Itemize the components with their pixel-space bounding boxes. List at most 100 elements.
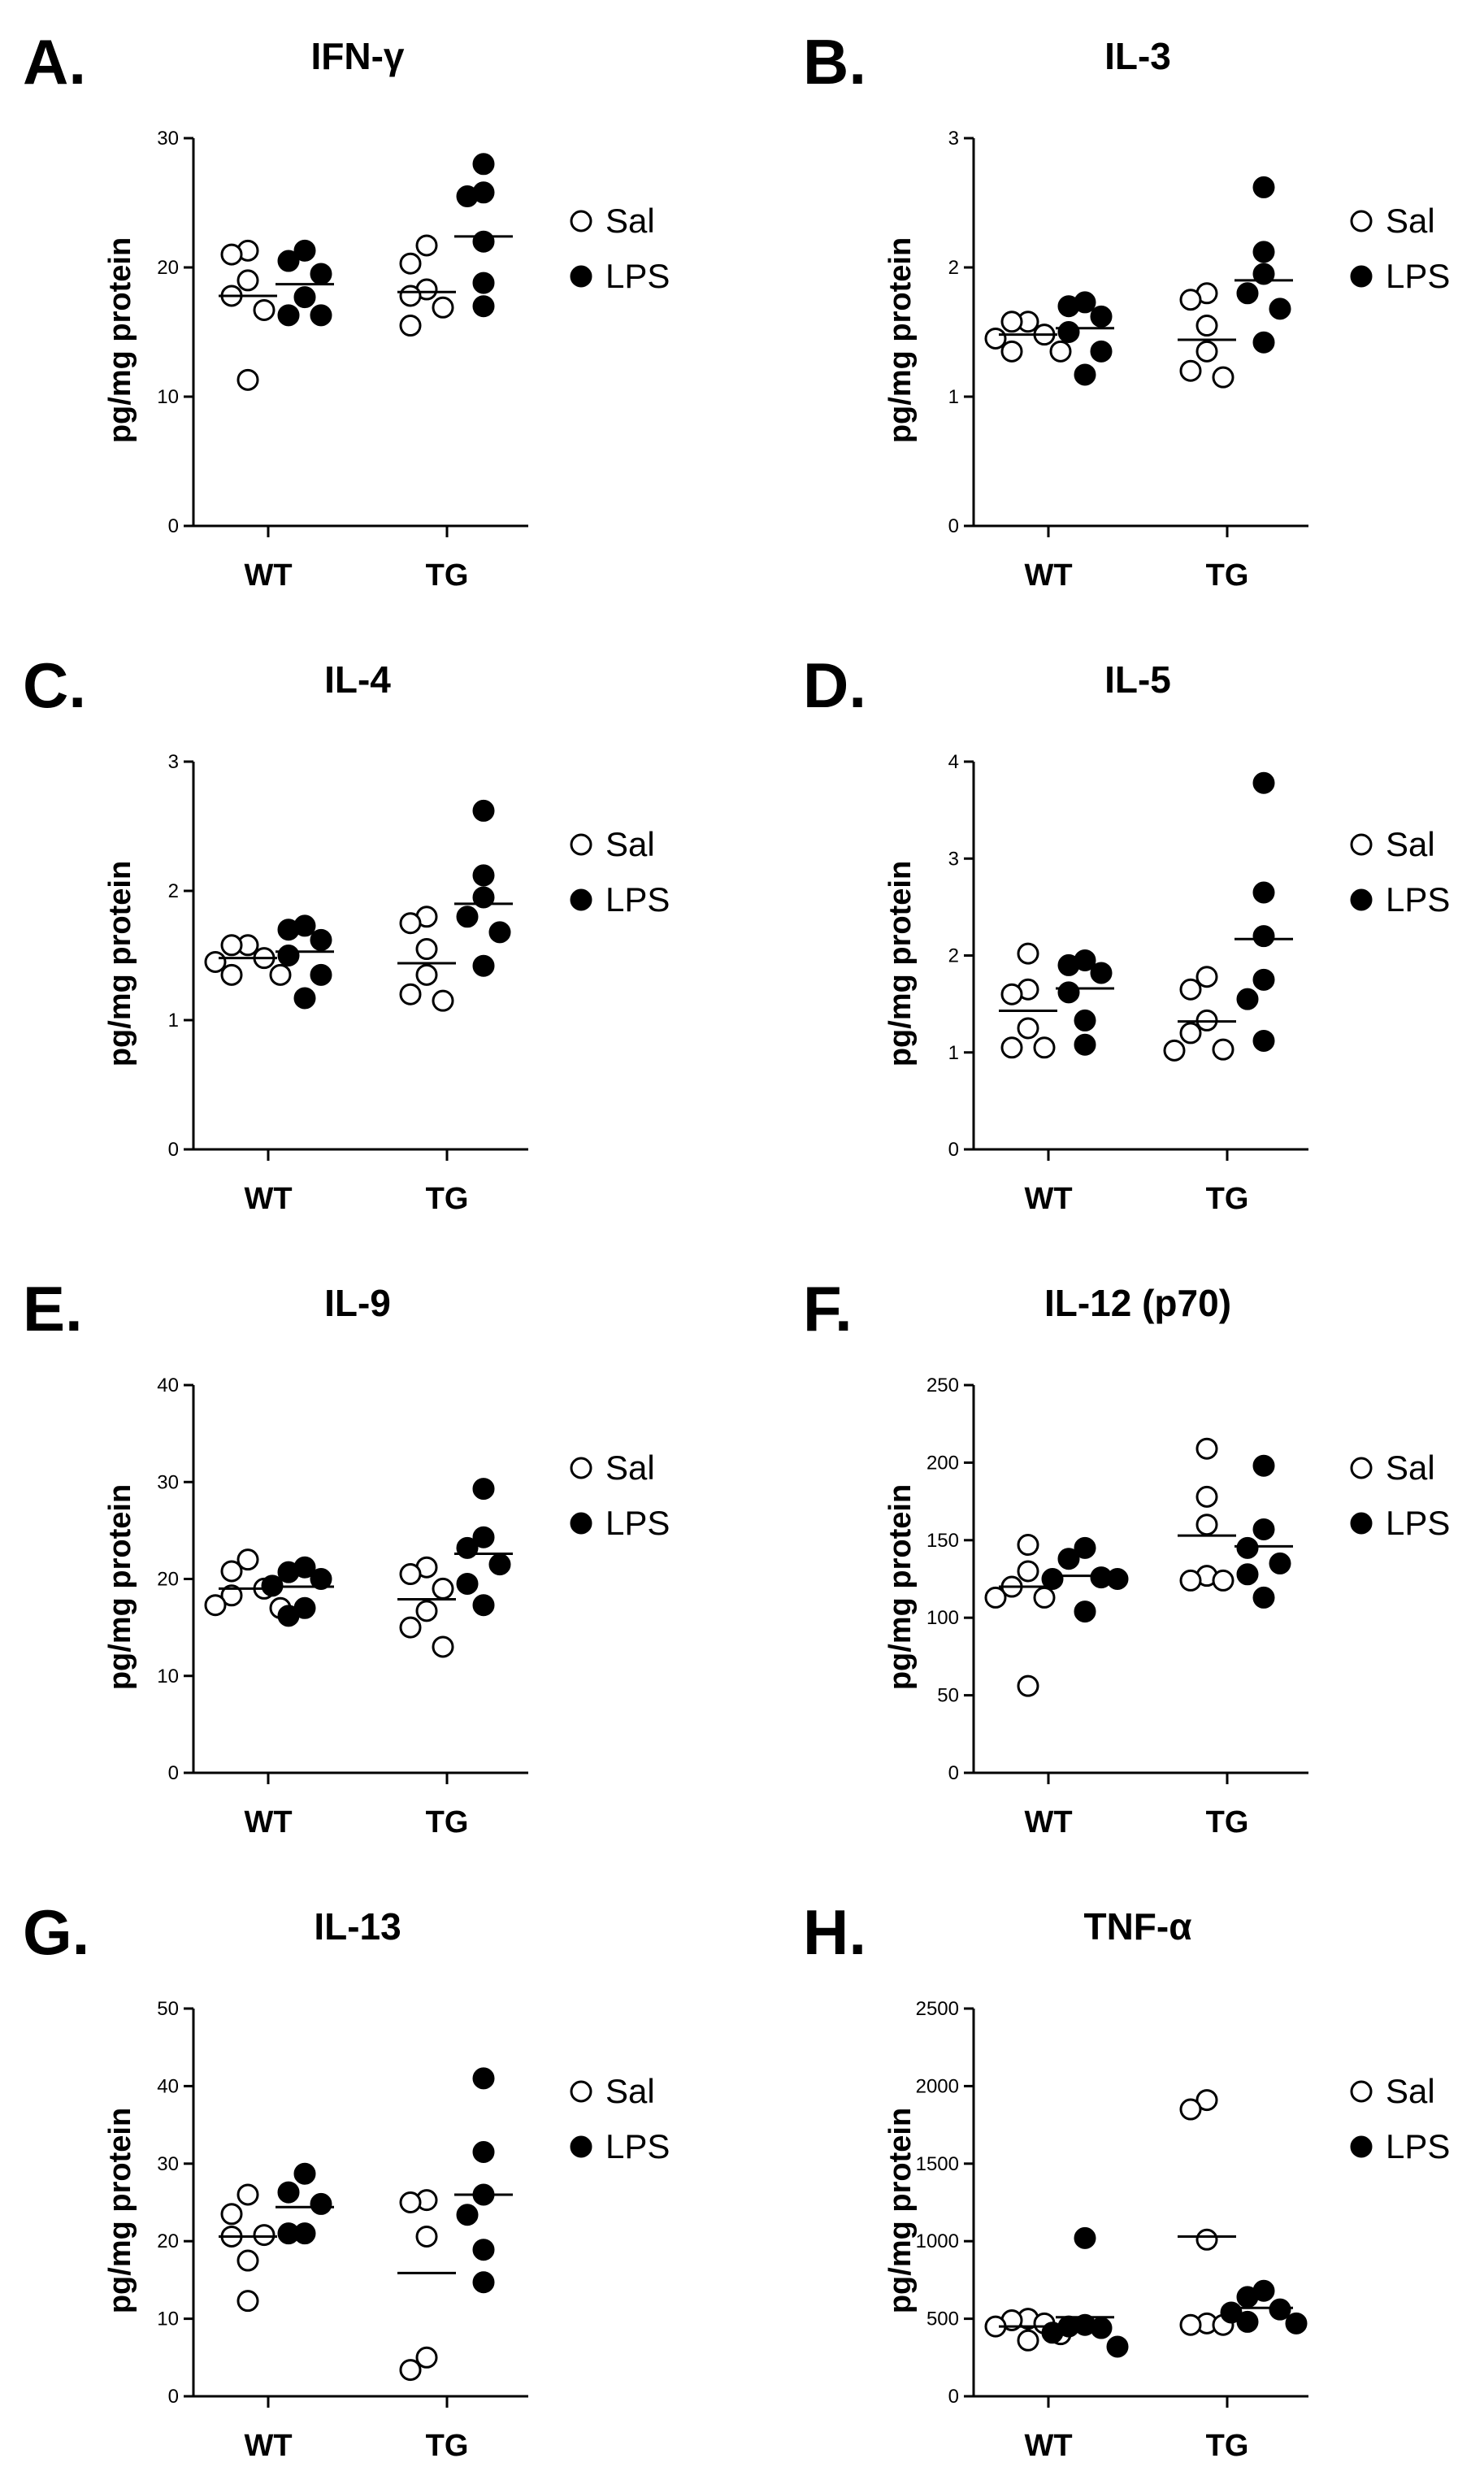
panel-a: A. IFN-γ 0 10 20 30 WT TG pg/mg protein Sal LPS (23, 26, 670, 593)
sal-point (1195, 1514, 1218, 1536)
lps-point (1252, 1518, 1275, 1540)
sal-point (432, 1635, 454, 1658)
lps-point (472, 230, 495, 253)
sal-point (1195, 2228, 1218, 2251)
sal-point (984, 1586, 1007, 1609)
panel-title: IL-13 (314, 1905, 401, 1948)
sal-point (1000, 340, 1023, 363)
legend-lps-label: LPS (1386, 1504, 1450, 1542)
sal-point (1017, 1674, 1039, 1697)
lps-point (1252, 1454, 1275, 1477)
legend-sal-marker (1350, 2080, 1373, 2103)
y-tick-label: 30 (157, 1471, 179, 1493)
y-tick-label: 100 (926, 1607, 959, 1629)
y-tick-label: 0 (168, 515, 179, 537)
lps-point (1074, 1009, 1096, 1032)
legend-sal-label: Sal (605, 825, 655, 863)
sal-point (432, 1577, 454, 1600)
sal-point (236, 368, 259, 391)
lps-point (1252, 263, 1275, 285)
legend-lps-marker (570, 2135, 592, 2158)
lps-point (456, 1572, 479, 1595)
lps-point (1252, 968, 1275, 991)
y-tick-label: 2500 (916, 1998, 959, 2020)
x-tick-label: TG (1206, 1805, 1249, 1839)
sal-point (1017, 1560, 1039, 1583)
y-axis-label: pg/mg protein (883, 237, 918, 443)
sal-point (220, 1584, 243, 1607)
lps-point (277, 250, 300, 272)
legend-sal-label: Sal (605, 1448, 655, 1487)
sal-point (1212, 366, 1234, 389)
lps-point (1090, 2317, 1113, 2339)
lps-point (1074, 1033, 1096, 1056)
y-tick-label: 20 (157, 257, 179, 279)
y-tick-label: 2000 (916, 2075, 959, 2097)
lps-point (472, 1594, 495, 1617)
lps-point (1057, 953, 1080, 976)
sal-point (220, 1560, 243, 1583)
y-tick-label: 50 (937, 1685, 959, 1707)
sal-point (236, 2290, 259, 2313)
lps-point (1252, 1586, 1275, 1609)
sal-point (1179, 2313, 1202, 2336)
sal-point (415, 963, 438, 986)
lps-point (277, 2181, 300, 2204)
x-tick-label: TG (426, 558, 469, 593)
lps-point (472, 799, 495, 822)
lps-point (472, 295, 495, 318)
sal-point (1212, 1569, 1234, 1592)
sal-point (1195, 1485, 1218, 1508)
y-tick-label: 3 (168, 751, 179, 773)
sal-point (1017, 942, 1039, 965)
y-tick-label: 40 (157, 2075, 179, 2097)
lps-point (1269, 298, 1291, 320)
lps-point (1252, 881, 1275, 904)
sal-point (1033, 1586, 1056, 1609)
y-tick-label: 1500 (916, 2153, 959, 2175)
lps-point (1236, 2310, 1259, 2333)
lps-point (277, 919, 300, 941)
sal-point (1195, 315, 1218, 337)
sal-point (415, 2225, 438, 2248)
sal-point (415, 234, 438, 257)
legend-lps-label: LPS (1386, 2127, 1450, 2165)
panel-letter: B. (803, 26, 866, 98)
legend-sal-label: Sal (605, 202, 655, 240)
x-tick-label: WT (1024, 1805, 1072, 1839)
legend-sal-label: Sal (1386, 825, 1435, 863)
lps-point (1252, 925, 1275, 948)
legend-lps-marker (570, 888, 592, 911)
y-tick-label: 30 (157, 2153, 179, 2175)
lps-point (472, 864, 495, 887)
lps-point (472, 954, 495, 977)
x-tick-label: WT (244, 2429, 292, 2463)
sal-point (1195, 966, 1218, 988)
lps-point (1057, 295, 1080, 318)
lps-point (277, 1561, 300, 1583)
legend-lps-marker (570, 1512, 592, 1535)
lps-point (293, 239, 316, 262)
lps-point (310, 2192, 332, 2215)
lps-point (310, 263, 332, 285)
legend-sal-label: Sal (605, 2072, 655, 2110)
lps-point (1074, 1536, 1096, 1559)
y-tick-label: 0 (168, 1762, 179, 1784)
lps-point (1106, 2335, 1129, 2358)
sal-point (1195, 340, 1218, 363)
y-tick-label: 50 (157, 1998, 179, 2020)
sal-point (1049, 340, 1072, 363)
legend-sal-marker (570, 2080, 592, 2103)
y-axis-label: pg/mg protein (103, 1484, 137, 1690)
lps-point (1236, 2286, 1259, 2308)
sal-point (1179, 2098, 1202, 2121)
y-tick-label: 0 (948, 1139, 959, 1161)
lps-point (1090, 340, 1113, 363)
lps-point (293, 286, 316, 309)
lps-point (1074, 1601, 1096, 1623)
sal-point (1179, 289, 1202, 311)
sal-point (1179, 978, 1202, 1001)
legend-sal-marker (570, 210, 592, 232)
lps-point (1236, 988, 1259, 1010)
